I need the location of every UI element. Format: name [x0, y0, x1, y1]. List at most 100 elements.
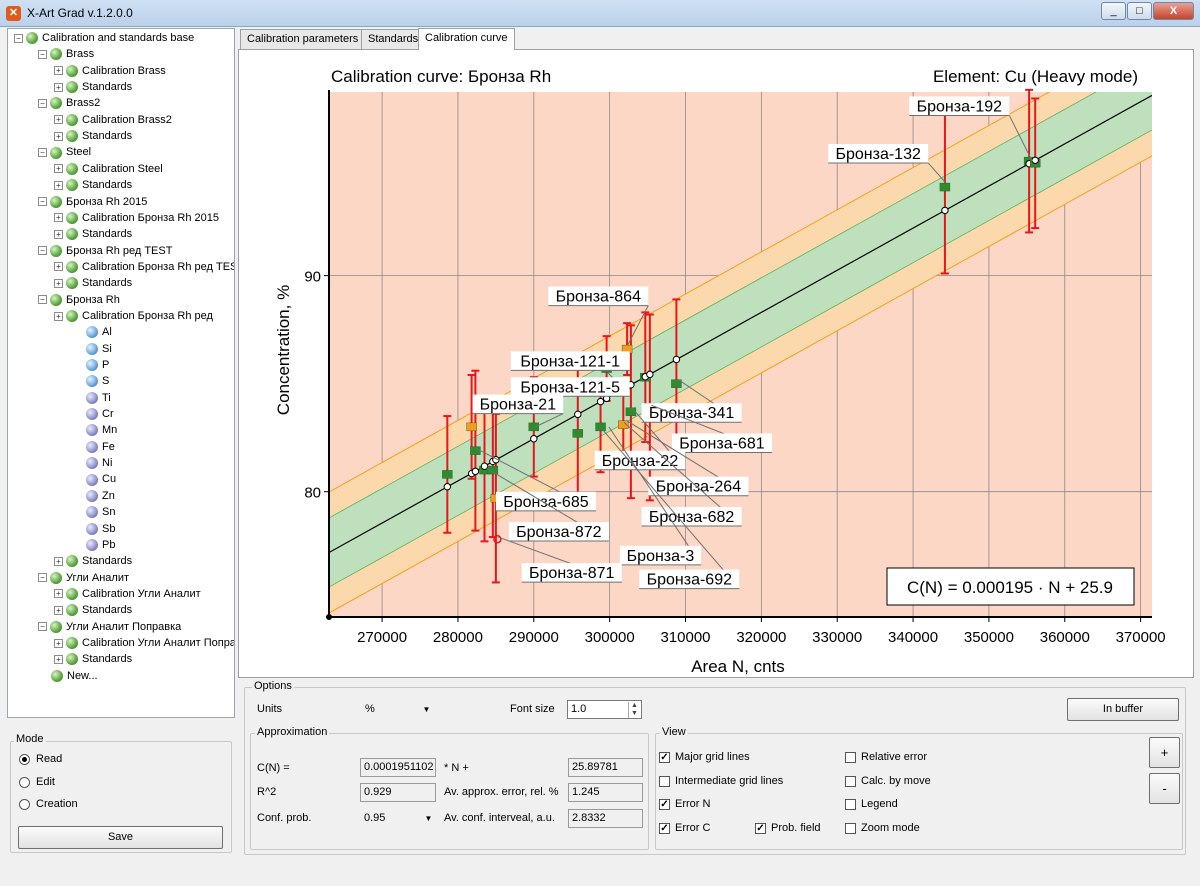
- radio-creation-indicator[interactable]: [19, 798, 30, 810]
- tree-item[interactable]: − Угли Аналит: [38, 570, 129, 586]
- expand-toggle-icon[interactable]: +: [54, 556, 63, 566]
- tree-item[interactable]: Cu: [86, 471, 116, 487]
- expand-toggle-icon[interactable]: +: [54, 164, 63, 174]
- calibration-chart[interactable]: Бронза-192 Бронза-132 Бронза-864 Бронза-121…: [239, 50, 1195, 679]
- tree-item[interactable]: + Standards: [54, 602, 132, 618]
- check-major[interactable]: ✓: [659, 751, 670, 763]
- tree-item[interactable]: + Calibration Бронза Rh 2015: [54, 210, 219, 226]
- tree-item[interactable]: + Calibration Steel: [54, 161, 163, 177]
- zoom-out-button[interactable]: -: [1149, 773, 1180, 804]
- intercept-field[interactable]: 25.89781: [568, 758, 643, 777]
- tree-item[interactable]: Al: [86, 324, 112, 340]
- tree-item[interactable]: + Calibration Бронза Rh ред: [54, 308, 213, 324]
- tree-item[interactable]: + Standards: [54, 128, 132, 144]
- tree-item[interactable]: − Бронза Rh ред TEST: [38, 243, 172, 259]
- expand-toggle-icon[interactable]: −: [38, 573, 47, 583]
- expand-toggle-icon[interactable]: +: [54, 180, 63, 190]
- tree-item[interactable]: − Calibration and standards base: [14, 30, 194, 46]
- minimize-button[interactable]: _: [1101, 2, 1126, 20]
- tree-item[interactable]: + Calibration Brass: [54, 63, 166, 79]
- expand-toggle-icon[interactable]: +: [54, 311, 63, 321]
- tree-item[interactable]: − Бронза Rh: [38, 292, 120, 308]
- tree-item[interactable]: − Brass: [38, 46, 94, 62]
- tab-calibration-parameters[interactable]: Calibration parameters: [240, 29, 366, 49]
- conf-interval-field[interactable]: 2.8332: [568, 809, 643, 828]
- expand-toggle-icon[interactable]: −: [38, 197, 47, 207]
- spin-arrows-icon[interactable]: ▲ ▼: [628, 702, 640, 718]
- tab-calibration-curve[interactable]: Calibration curve: [418, 28, 515, 50]
- in-buffer-button[interactable]: In buffer: [1067, 698, 1179, 721]
- tree-item[interactable]: + Calibration Угли Аналит Поправ: [54, 635, 234, 651]
- conf-prob-select[interactable]: 0.95 ▼: [360, 809, 436, 828]
- expand-toggle-icon[interactable]: +: [54, 131, 63, 141]
- check-calcmove[interactable]: [845, 775, 856, 787]
- units-select[interactable]: % ▼: [358, 700, 434, 719]
- close-button[interactable]: X: [1153, 2, 1194, 20]
- mode-creation-radio[interactable]: Creation: [19, 798, 78, 810]
- expand-toggle-icon[interactable]: −: [38, 98, 47, 108]
- tree-item[interactable]: Pb: [86, 537, 115, 553]
- relative-error-checkbox[interactable]: Relative error: [845, 751, 927, 763]
- tree-item[interactable]: − Бронза Rh 2015: [38, 194, 147, 210]
- check-prob[interactable]: ✓: [755, 822, 766, 834]
- check-inter[interactable]: [659, 775, 670, 787]
- chevron-down-icon[interactable]: ▼: [424, 814, 433, 823]
- tree-item[interactable]: + Standards: [54, 275, 132, 291]
- tree-item[interactable]: New...: [38, 668, 98, 684]
- expand-toggle-icon[interactable]: +: [54, 654, 63, 664]
- legend-checkbox[interactable]: Legend: [845, 798, 898, 810]
- check-errc[interactable]: ✓: [659, 822, 670, 834]
- tab-standards[interactable]: Standards: [361, 29, 426, 49]
- tree-item[interactable]: + Standards: [54, 553, 132, 569]
- check-errn[interactable]: ✓: [659, 798, 670, 810]
- error-c-checkbox[interactable]: ✓ Error C: [659, 822, 710, 834]
- intermediate-grid-checkbox[interactable]: Intermediate grid lines: [659, 775, 783, 787]
- expand-toggle-icon[interactable]: +: [54, 278, 63, 288]
- tree-item[interactable]: Fe: [86, 439, 115, 455]
- tree-item[interactable]: + Standards: [54, 226, 132, 242]
- radio-read-indicator[interactable]: [19, 753, 30, 765]
- save-button[interactable]: Save: [18, 826, 223, 849]
- expand-toggle-icon[interactable]: +: [54, 638, 63, 648]
- tree-item[interactable]: S: [86, 373, 109, 389]
- tree-item[interactable]: Zn: [86, 488, 115, 504]
- expand-toggle-icon[interactable]: +: [54, 213, 63, 223]
- font-size-stepper[interactable]: 1.0 ▲ ▼: [567, 700, 642, 719]
- tree-item[interactable]: Mn: [86, 422, 117, 438]
- expand-toggle-icon[interactable]: −: [38, 49, 47, 59]
- tree-item[interactable]: Cr: [86, 406, 114, 422]
- tree-item[interactable]: + Calibration Угли Аналит: [54, 586, 201, 602]
- tree-item[interactable]: Sb: [86, 521, 115, 537]
- tree-item[interactable]: Ni: [86, 455, 112, 471]
- expand-toggle-icon[interactable]: +: [54, 589, 63, 599]
- tree-item[interactable]: − Brass2: [38, 95, 100, 111]
- check-zoom[interactable]: [845, 822, 856, 834]
- error-n-checkbox[interactable]: ✓ Error N: [659, 798, 710, 810]
- tree-item[interactable]: + Calibration Brass2: [54, 112, 172, 128]
- mode-read-radio[interactable]: Read: [19, 753, 62, 765]
- check-relerr[interactable]: [845, 751, 856, 763]
- expand-toggle-icon[interactable]: −: [14, 33, 23, 43]
- zoom-in-button[interactable]: +: [1149, 737, 1180, 768]
- tree-item[interactable]: Si: [86, 341, 112, 357]
- approx-error-field[interactable]: 1.245: [568, 783, 643, 802]
- mode-edit-radio[interactable]: Edit: [19, 776, 55, 788]
- expand-toggle-icon[interactable]: −: [38, 246, 47, 256]
- radio-edit-indicator[interactable]: [19, 776, 30, 788]
- slope-field[interactable]: 0.0001951102: [360, 758, 436, 777]
- tree-item[interactable]: + Standards: [54, 651, 132, 667]
- chevron-down-icon[interactable]: ▼: [422, 705, 431, 714]
- tree-item[interactable]: + Standards: [54, 177, 132, 193]
- prob-field-checkbox[interactable]: ✓ Prob. field: [755, 822, 821, 834]
- expand-toggle-icon[interactable]: +: [54, 229, 63, 239]
- expand-toggle-icon[interactable]: +: [54, 82, 63, 92]
- expand-toggle-icon[interactable]: +: [54, 262, 63, 272]
- base-tree[interactable]: − Calibration and standards base − Brass + Ca…: [7, 28, 235, 718]
- tree-item[interactable]: − Steel: [38, 144, 91, 160]
- calc-by-move-checkbox[interactable]: Calc. by move: [845, 775, 931, 787]
- expand-toggle-icon[interactable]: +: [54, 66, 63, 76]
- expand-toggle-icon[interactable]: +: [54, 115, 63, 125]
- tree-item[interactable]: Ti: [86, 390, 111, 406]
- tree-item[interactable]: − Угли Аналит Поправка: [38, 619, 181, 635]
- tree-item[interactable]: + Calibration Бронза Rh ред TEST: [54, 259, 234, 275]
